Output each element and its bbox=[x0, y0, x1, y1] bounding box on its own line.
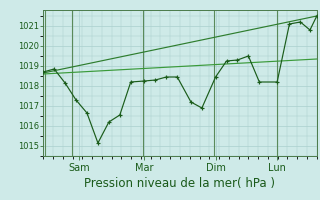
X-axis label: Pression niveau de la mer( hPa ): Pression niveau de la mer( hPa ) bbox=[84, 177, 276, 190]
